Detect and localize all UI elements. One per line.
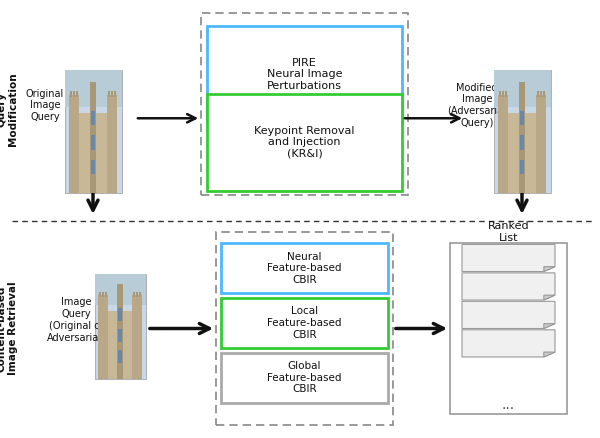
FancyBboxPatch shape <box>99 292 101 297</box>
FancyBboxPatch shape <box>91 159 95 174</box>
Text: Keypoint Removal
and Injection
(KR&I): Keypoint Removal and Injection (KR&I) <box>254 126 355 159</box>
Bar <box>216 232 393 425</box>
Bar <box>207 94 402 191</box>
FancyBboxPatch shape <box>91 110 95 125</box>
FancyBboxPatch shape <box>493 70 551 193</box>
FancyBboxPatch shape <box>69 95 79 193</box>
FancyBboxPatch shape <box>520 135 524 150</box>
Text: PIRE
Neural Image
Perturbations: PIRE Neural Image Perturbations <box>267 58 342 91</box>
FancyBboxPatch shape <box>65 70 122 107</box>
Polygon shape <box>462 330 555 357</box>
Text: Neural
Feature-based
CBIR: Neural Feature-based CBIR <box>267 252 342 285</box>
Polygon shape <box>462 273 555 300</box>
FancyBboxPatch shape <box>543 91 545 97</box>
FancyBboxPatch shape <box>89 82 97 193</box>
FancyBboxPatch shape <box>498 113 546 193</box>
FancyBboxPatch shape <box>139 292 141 297</box>
FancyBboxPatch shape <box>76 91 78 97</box>
Text: Content-based
Image Retrieval: Content-based Image Retrieval <box>0 282 18 375</box>
FancyBboxPatch shape <box>91 135 95 150</box>
FancyBboxPatch shape <box>493 70 551 107</box>
FancyBboxPatch shape <box>136 292 138 297</box>
FancyBboxPatch shape <box>505 91 507 97</box>
FancyBboxPatch shape <box>105 292 107 297</box>
FancyBboxPatch shape <box>118 350 122 363</box>
FancyBboxPatch shape <box>70 91 72 97</box>
FancyBboxPatch shape <box>114 91 116 97</box>
Bar <box>450 243 567 414</box>
FancyBboxPatch shape <box>95 274 146 379</box>
FancyBboxPatch shape <box>69 113 117 193</box>
Text: Modified
Image
(Adversarial
Query): Modified Image (Adversarial Query) <box>448 83 506 127</box>
Text: Query
Modification: Query Modification <box>0 73 18 146</box>
Polygon shape <box>544 324 555 328</box>
Polygon shape <box>544 267 555 272</box>
FancyBboxPatch shape <box>98 311 142 379</box>
FancyBboxPatch shape <box>117 284 123 379</box>
Polygon shape <box>544 295 555 300</box>
FancyBboxPatch shape <box>537 91 539 97</box>
FancyBboxPatch shape <box>108 91 110 97</box>
Text: Ranked
List: Ranked List <box>488 221 529 243</box>
FancyBboxPatch shape <box>540 91 542 97</box>
FancyBboxPatch shape <box>118 329 122 342</box>
FancyBboxPatch shape <box>73 91 75 97</box>
FancyBboxPatch shape <box>107 95 117 193</box>
Text: Local
Feature-based
CBIR: Local Feature-based CBIR <box>267 307 342 339</box>
Polygon shape <box>544 352 555 357</box>
Bar <box>221 243 388 293</box>
FancyBboxPatch shape <box>520 110 524 125</box>
FancyBboxPatch shape <box>133 295 142 379</box>
Polygon shape <box>462 301 555 328</box>
FancyBboxPatch shape <box>118 308 122 321</box>
FancyBboxPatch shape <box>536 95 546 193</box>
FancyBboxPatch shape <box>133 292 135 297</box>
FancyBboxPatch shape <box>98 295 107 379</box>
Text: Original
Image
Query: Original Image Query <box>26 88 64 122</box>
FancyBboxPatch shape <box>498 95 508 193</box>
FancyBboxPatch shape <box>520 159 524 174</box>
FancyBboxPatch shape <box>65 70 122 193</box>
FancyBboxPatch shape <box>111 91 113 97</box>
Bar <box>221 353 388 403</box>
Text: Global
Feature-based
CBIR: Global Feature-based CBIR <box>267 361 342 394</box>
FancyBboxPatch shape <box>102 292 104 297</box>
Polygon shape <box>462 244 555 272</box>
Text: ...: ... <box>502 398 515 412</box>
Bar <box>221 298 388 348</box>
FancyBboxPatch shape <box>95 274 146 305</box>
FancyBboxPatch shape <box>499 91 501 97</box>
Bar <box>207 26 402 123</box>
FancyBboxPatch shape <box>518 82 526 193</box>
Text: Image
Query
(Original or
Adversarial): Image Query (Original or Adversarial) <box>47 297 106 342</box>
Bar <box>201 13 408 195</box>
FancyBboxPatch shape <box>502 91 504 97</box>
